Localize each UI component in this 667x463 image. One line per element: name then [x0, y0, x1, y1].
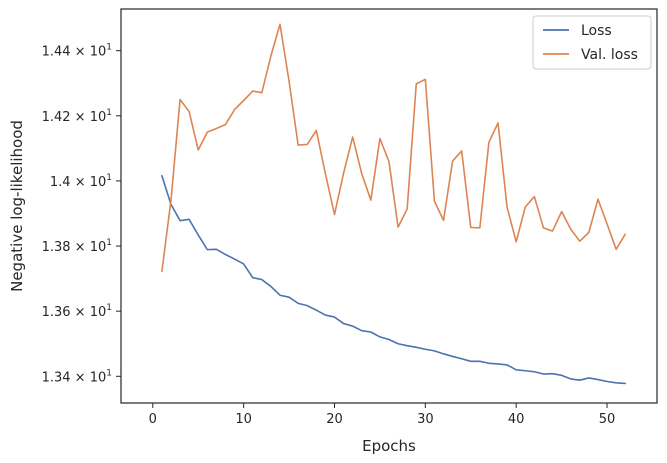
- y-tick-label: 1.36 × 101: [42, 303, 112, 320]
- x-tick-label: 30: [417, 412, 434, 427]
- plot-frame: [120, 8, 658, 404]
- y-axis-title: Negative log-likelihood: [8, 120, 26, 292]
- y-tick-label: 1.42 × 101: [42, 108, 112, 125]
- y-axis: 1.34 × 101 1.36 × 101 1.38 × 101 1.4 × 101 1…: [42, 43, 121, 385]
- x-tick-label: 10: [235, 412, 252, 427]
- y-tick-label: 1.34 × 101: [42, 368, 112, 385]
- x-tick-label: 40: [508, 412, 525, 427]
- x-tick-label: 50: [599, 412, 616, 427]
- y-tick-label: 1.44 × 101: [42, 43, 112, 60]
- y-tick-label: 1.4 × 101: [50, 173, 112, 190]
- legend-label: Val. loss: [581, 47, 638, 63]
- y-tick-label: 1.38 × 101: [42, 238, 112, 255]
- legend: Loss Val. loss: [532, 15, 652, 70]
- x-tick-label: 0: [149, 412, 157, 427]
- series-line-loss: [161, 174, 627, 385]
- plot-lines: [161, 23, 627, 385]
- x-axis: 0 10 20 30 40 50: [149, 403, 616, 427]
- x-axis-title: Epochs: [362, 437, 416, 455]
- x-tick-label: 20: [326, 412, 343, 427]
- legend-label: Loss: [581, 23, 612, 39]
- series-line-val-loss: [161, 23, 627, 273]
